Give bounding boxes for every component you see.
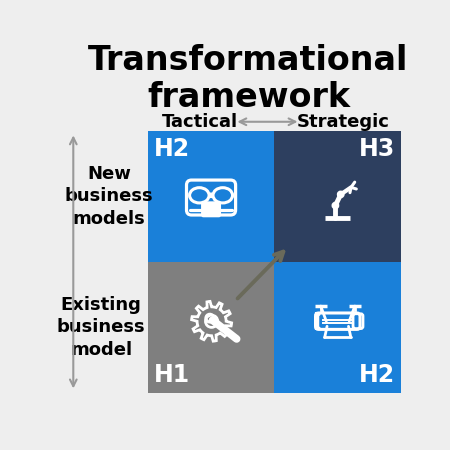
Text: Strategic: Strategic bbox=[297, 113, 389, 131]
Bar bbox=[148, 262, 274, 393]
Text: New
business
models: New business models bbox=[65, 165, 153, 228]
Text: Existing
business
model: Existing business model bbox=[57, 296, 145, 359]
Text: Transformational
framework: Transformational framework bbox=[88, 44, 409, 113]
FancyBboxPatch shape bbox=[201, 201, 221, 217]
Bar bbox=[274, 262, 401, 393]
Text: H1: H1 bbox=[154, 363, 190, 387]
Text: H3: H3 bbox=[359, 137, 395, 161]
Circle shape bbox=[209, 193, 213, 198]
Text: H2: H2 bbox=[154, 137, 190, 161]
Bar bbox=[148, 131, 274, 262]
Text: H2: H2 bbox=[359, 363, 395, 387]
Bar bbox=[274, 131, 401, 262]
Text: Tactical: Tactical bbox=[162, 113, 238, 131]
